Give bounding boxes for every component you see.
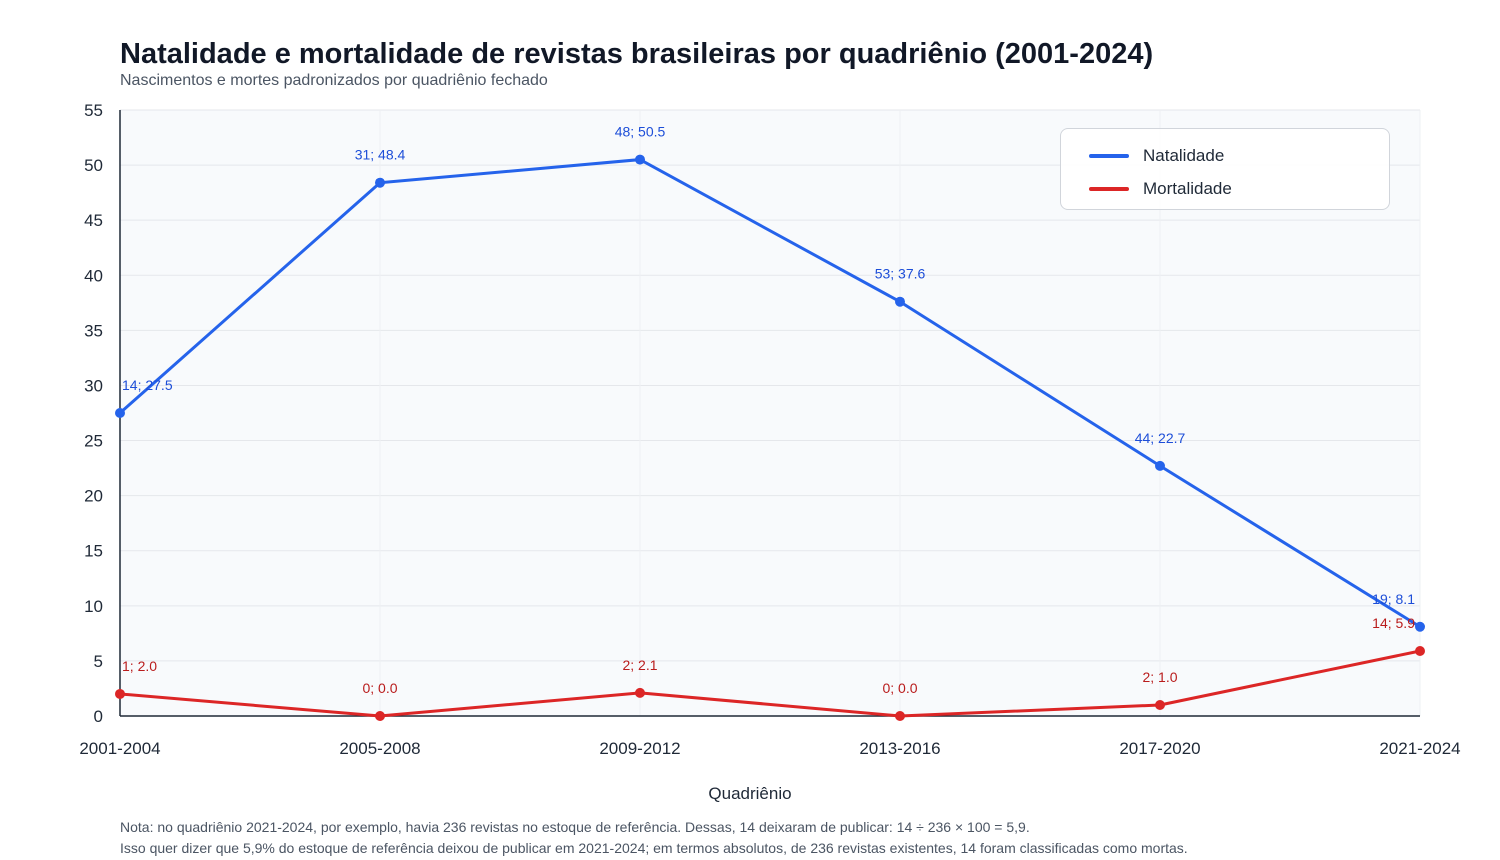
note-line: Nota: no quadriênio 2021-2024, por exemp… bbox=[120, 819, 1030, 835]
y-tick-label: 45 bbox=[84, 211, 103, 230]
series-line-mortalidade bbox=[118, 649, 1422, 718]
data-label-natalidade: 48; 50.5 bbox=[615, 124, 666, 140]
data-label-mortalidade: 2; 2.1 bbox=[622, 657, 657, 673]
data-label-mortalidade: 0; 0.0 bbox=[882, 680, 917, 696]
data-label-mortalidade: 14; 5.9 bbox=[1372, 615, 1415, 631]
data-point-mortalidade bbox=[635, 687, 645, 698]
line-chart: 0 5 10 15 20 25 30 35 40 45 50 55 2001-2004 2005-200… bbox=[79, 101, 1460, 803]
x-axis-label: Quadriênio bbox=[708, 784, 791, 803]
y-tick-label: 25 bbox=[84, 432, 103, 451]
x-tick-label: 2005-2008 bbox=[339, 739, 420, 758]
data-label-natalidade: 53; 37.6 bbox=[875, 266, 926, 282]
data-label-natalidade: 14; 27.5 bbox=[122, 377, 173, 393]
legend: Natalidade Mortalidade bbox=[1060, 128, 1390, 210]
chart-title: Natalidade e mortalidade de revistas bra… bbox=[120, 38, 1154, 70]
x-tick-label: 2021-2024 bbox=[1379, 739, 1460, 758]
data-label-natalidade: 19; 8.1 bbox=[1372, 591, 1415, 607]
x-tick-labels: 2001-2004 2005-2008 2009-2012 2013-2016 2017… bbox=[79, 739, 1460, 758]
y-tick-label: 5 bbox=[94, 652, 103, 671]
x-tick-label: 2017-2020 bbox=[1119, 739, 1200, 758]
y-tick-label: 35 bbox=[84, 321, 103, 340]
y-tick-label: 40 bbox=[84, 266, 103, 285]
series-group bbox=[115, 154, 1425, 721]
data-label-mortalidade: 2; 1.0 bbox=[1142, 669, 1177, 685]
legend-swatch-mortalidade bbox=[1089, 187, 1129, 191]
grid-lines bbox=[119, 109, 1421, 717]
data-point-natalidade bbox=[115, 408, 125, 418]
data-label-natalidade: 44; 22.7 bbox=[1135, 430, 1186, 446]
y-tick-labels: 0 5 10 15 20 25 30 35 40 45 50 55 bbox=[84, 101, 103, 726]
plot-background bbox=[120, 110, 1420, 716]
legend-swatch-natalidade bbox=[1089, 154, 1129, 158]
data-label-mortalidade: 1; 2.0 bbox=[122, 658, 157, 674]
note-line: Isso quer dizer que 5,9% do estoque de r… bbox=[120, 840, 1188, 856]
data-point-mortalidade bbox=[895, 711, 905, 721]
chart-subtitle: Nascimentos e mortes padronizados por qu… bbox=[120, 72, 548, 89]
data-label-natalidade: 31; 48.4 bbox=[355, 147, 406, 163]
y-tick-label: 30 bbox=[84, 376, 103, 395]
series-line-natalidade bbox=[118, 158, 1422, 629]
legend-label-natalidade: Natalidade bbox=[1143, 146, 1225, 165]
data-point-natalidade bbox=[635, 154, 645, 165]
chart-notes: Nota: no quadriênio 2021-2024, por exemp… bbox=[120, 817, 1188, 859]
plot-area bbox=[120, 110, 1420, 716]
data-point-natalidade bbox=[1155, 460, 1165, 471]
data-label-mortalidade: 0; 0.0 bbox=[362, 680, 397, 696]
y-tick-label: 55 bbox=[84, 101, 103, 120]
data-labels: 14; 27.5 31; 48.4 48; 50.5 53; 37.6 44; 22.7… bbox=[122, 124, 1415, 696]
x-tick-label: 2009-2012 bbox=[599, 739, 680, 758]
data-point-natalidade bbox=[1415, 621, 1425, 632]
y-tick-label: 50 bbox=[84, 156, 103, 175]
y-tick-label: 0 bbox=[94, 707, 103, 726]
data-point-natalidade bbox=[895, 296, 905, 307]
data-point-mortalidade bbox=[1155, 699, 1165, 710]
y-tick-label: 10 bbox=[84, 597, 103, 616]
data-point-mortalidade bbox=[1415, 645, 1425, 656]
y-tick-label: 15 bbox=[84, 542, 103, 561]
x-tick-label: 2013-2016 bbox=[859, 739, 940, 758]
data-point-mortalidade bbox=[115, 688, 125, 699]
legend-label-mortalidade: Mortalidade bbox=[1143, 179, 1232, 198]
legend-item-mortalidade: Mortalidade bbox=[1089, 177, 1232, 201]
data-point-mortalidade bbox=[375, 711, 385, 721]
data-point-natalidade bbox=[375, 177, 385, 188]
legend-item-natalidade: Natalidade bbox=[1089, 144, 1224, 168]
x-tick-label: 2001-2004 bbox=[79, 739, 160, 758]
y-tick-label: 20 bbox=[84, 487, 103, 506]
